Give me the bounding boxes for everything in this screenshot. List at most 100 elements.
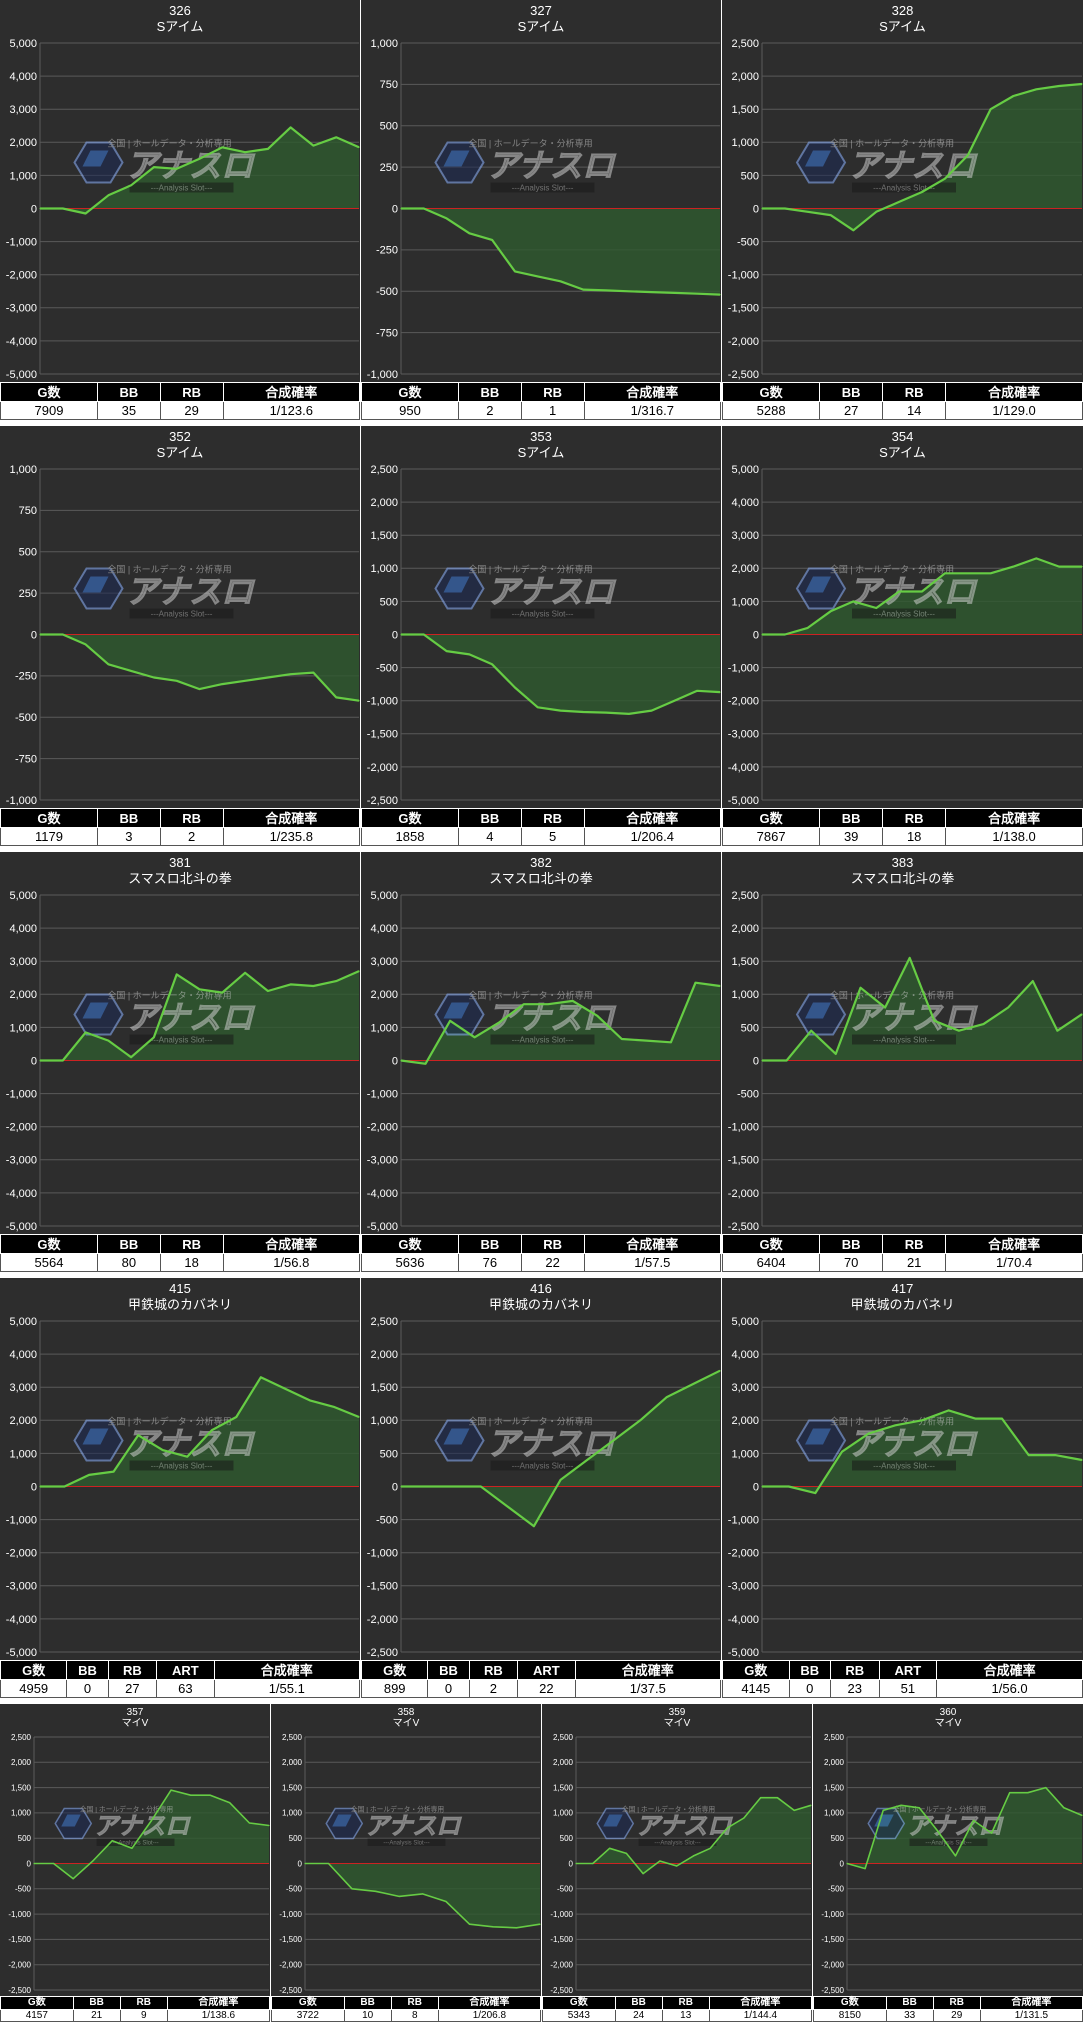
- data-point: [62, 633, 64, 636]
- watermark-tagline-bar: [490, 1034, 595, 1045]
- chart-title: 360: [940, 1707, 957, 1718]
- y-tick-label: -1,000: [6, 236, 37, 248]
- y-tick-label: 5,000: [731, 464, 759, 476]
- watermark-tagline-bar: [852, 1460, 956, 1471]
- data-point: [1054, 1454, 1056, 1456]
- watermark-tagline-bar: [490, 182, 595, 193]
- data-point: [1081, 1814, 1083, 1816]
- stats-table: G数 BB RB 合成確率 7867 39 18 1/138.0: [721, 808, 1083, 846]
- y-tick-label: -2,000: [728, 1548, 759, 1560]
- series-area: [401, 208, 720, 295]
- y-tick-label: -1,000: [8, 1910, 31, 1919]
- data-point: [33, 1862, 35, 1865]
- series-line: [762, 956, 1083, 1062]
- stats-value-cell: 18: [159, 1253, 224, 1272]
- data-point: [921, 1419, 923, 1421]
- stats-header-cell: RB: [520, 1234, 585, 1254]
- line-chart: 416 甲鉄城のカバネリ 2,500 2,000 1,500 1,000 500 0 -500 -…: [361, 1278, 721, 1660]
- data-point: [1081, 1459, 1083, 1461]
- y-tick-label: 0: [753, 1481, 759, 1493]
- y-tick-label: -2,500: [367, 795, 398, 807]
- stats-header-cell: RB: [932, 1996, 981, 2010]
- data-point: [131, 1847, 133, 1849]
- data-point: [39, 207, 41, 210]
- watermark-tagline-bar: [852, 608, 956, 619]
- stats-header-cell: G数: [0, 382, 98, 402]
- stats-header-row: G数 BB RB 合成確率: [542, 1996, 813, 2010]
- y-tick-label: -500: [737, 236, 759, 248]
- line-chart: 326 Sアイム 5,000 4,000 3,000 2,000 1,000 0 -1,000 -…: [0, 0, 360, 382]
- data-point: [244, 680, 246, 682]
- y-tick-label: 1,500: [553, 1783, 574, 1792]
- watermark-tagline-bar: [490, 608, 595, 619]
- stats-header-row: G数 BB RB ART 合成確率: [0, 1660, 361, 1680]
- y-tick-label: -250: [15, 671, 37, 683]
- y-tick-label: 1,000: [824, 1809, 845, 1818]
- data-point: [936, 1830, 938, 1832]
- data-point: [153, 166, 155, 168]
- data-point: [875, 211, 877, 213]
- stats-table: G数 BB RB 合成確率 950 2 1 1/316.7: [361, 382, 722, 420]
- data-point: [642, 1873, 644, 1875]
- watermark-top-text: 全国 | ホールデータ・分析専用: [893, 1805, 986, 1814]
- data-point: [335, 696, 337, 698]
- y-tick-label: 5,000: [731, 1316, 759, 1328]
- y-tick-label: 2,000: [731, 1415, 759, 1427]
- chart-title: 357: [127, 1707, 144, 1718]
- chart-title: 382: [530, 855, 552, 870]
- data-point: [1035, 88, 1037, 90]
- stats-value-row: 7867 39 18 1/138.0: [721, 827, 1083, 846]
- chart-title: 354: [892, 429, 914, 444]
- stats-value-cell: 1/37.5: [574, 1679, 722, 1698]
- stats-value-cell: 0: [427, 1679, 470, 1698]
- data-point: [651, 291, 653, 293]
- y-tick-label: -1,000: [6, 1514, 37, 1526]
- data-point: [198, 688, 201, 690]
- stats-value-row: 3722 10 8 1/206.8: [271, 2009, 542, 2022]
- line-chart: 352 Sアイム 1,000 750 500 250 0 -250 -500 -750 -1,000…: [0, 426, 360, 808]
- chart-panel-326: 326 Sアイム 5,000 4,000 3,000 2,000 1,000 0 -1,000 -…: [0, 0, 361, 422]
- y-tick-label: -5,000: [6, 1647, 37, 1659]
- stats-header-cell: 合成確率: [574, 1660, 722, 1680]
- data-point: [209, 1794, 211, 1796]
- watermark-top-text: 全国 | ホールデータ・分析専用: [468, 564, 592, 575]
- data-point: [967, 572, 969, 574]
- chart-title: 358: [398, 1707, 415, 1718]
- data-point: [190, 1794, 192, 1796]
- data-point: [709, 1847, 711, 1849]
- data-point: [39, 1059, 41, 1062]
- watermark-top-text: 全国 | ホールデータ・分析専用: [351, 1805, 444, 1814]
- watermark-tagline-bar: [638, 1838, 717, 1846]
- chart-subtitle: マイV: [935, 1718, 962, 1729]
- y-tick-label: -1,000: [6, 1088, 37, 1100]
- data-point: [423, 633, 425, 636]
- stats-header-row: G数 BB RB 合成確率: [0, 1996, 271, 2010]
- data-point: [72, 1878, 74, 1880]
- stats-value-cell: 2: [468, 1679, 519, 1698]
- series-area: [847, 1787, 1082, 1869]
- chart-panel-383: 383 スマスロ北斗の拳 2,500 2,000 1,500 1,000 500 0 -500 -…: [721, 852, 1083, 1274]
- stats-header-cell: RB: [520, 382, 585, 402]
- data-point: [868, 1432, 870, 1435]
- series-area: [762, 957, 1082, 1061]
- watermark-tagline: ---Analysis Slot---: [151, 1462, 213, 1471]
- y-tick-label: 0: [569, 1859, 574, 1868]
- stats-header-cell: 合成確率: [222, 1234, 361, 1254]
- data-point: [211, 1429, 213, 1431]
- data-point: [312, 672, 314, 674]
- watermark-brand: アナスロ: [848, 574, 977, 610]
- stats-value-cell: 14: [882, 401, 947, 420]
- data-point: [1045, 1787, 1047, 1789]
- data-point: [358, 700, 360, 702]
- data-point: [374, 1890, 377, 1892]
- watermark-tagline-bar: [129, 608, 234, 619]
- stats-header-cell: 合成確率: [945, 1234, 1083, 1254]
- data-point: [582, 711, 584, 713]
- stats-value-cell: 27: [107, 1679, 158, 1698]
- stats-header-cell: BB: [427, 1660, 470, 1680]
